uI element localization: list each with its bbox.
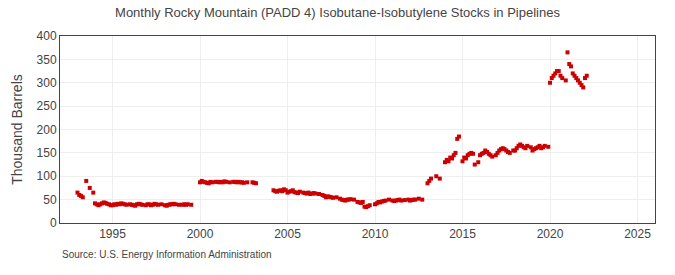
svg-text:350: 350 bbox=[37, 53, 57, 67]
svg-text:2020: 2020 bbox=[537, 227, 564, 241]
svg-text:200: 200 bbox=[37, 123, 57, 137]
svg-text:2010: 2010 bbox=[362, 227, 389, 241]
svg-text:150: 150 bbox=[37, 146, 57, 160]
svg-text:100: 100 bbox=[37, 169, 57, 183]
svg-text:1995: 1995 bbox=[99, 227, 126, 241]
svg-text:Thousand Barrels: Thousand Barrels bbox=[9, 74, 25, 185]
svg-text:2025: 2025 bbox=[624, 227, 651, 241]
svg-text:300: 300 bbox=[37, 76, 57, 90]
svg-text:0: 0 bbox=[50, 216, 57, 230]
svg-text:2005: 2005 bbox=[274, 227, 301, 241]
svg-text:Source: U.S. Energy Informatio: Source: U.S. Energy Information Administ… bbox=[62, 249, 272, 260]
svg-text:250: 250 bbox=[37, 99, 57, 113]
svg-text:Monthly Rocky Mountain (PADD 4: Monthly Rocky Mountain (PADD 4) Isobutan… bbox=[115, 5, 560, 20]
svg-text:50: 50 bbox=[43, 193, 57, 207]
svg-text:400: 400 bbox=[37, 29, 57, 43]
svg-text:2000: 2000 bbox=[187, 227, 214, 241]
svg-text:2015: 2015 bbox=[449, 227, 476, 241]
